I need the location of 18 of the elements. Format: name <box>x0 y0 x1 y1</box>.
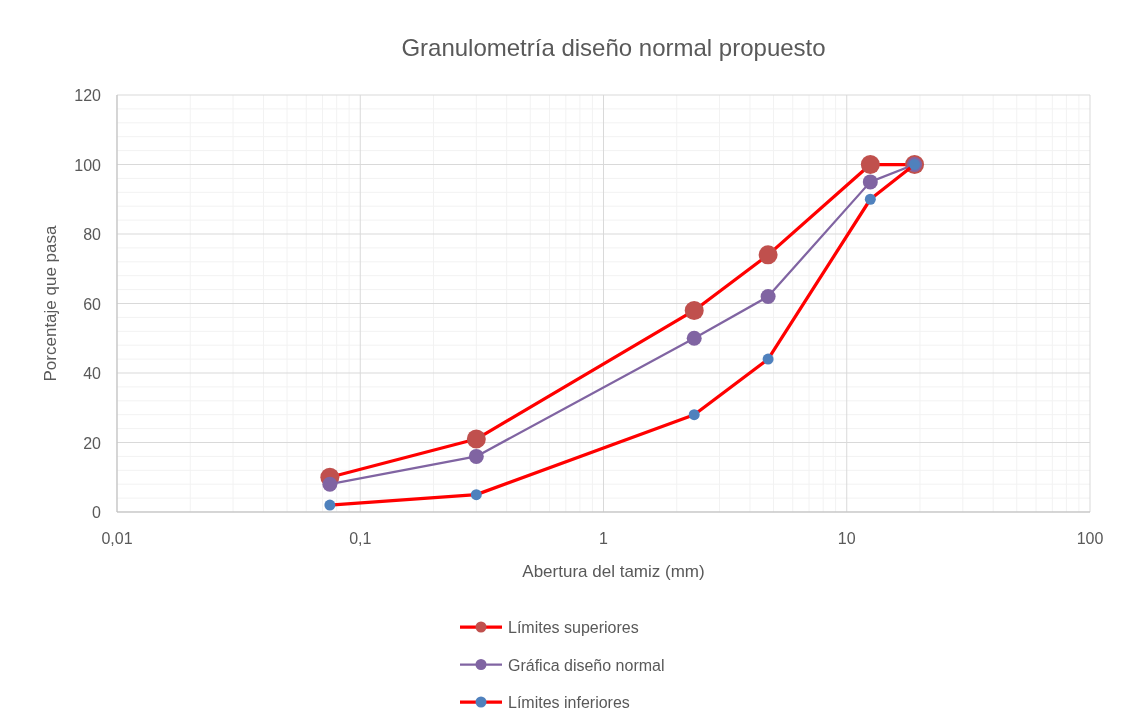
x-tick-label: 10 <box>837 530 856 547</box>
y-tick-label: 0 <box>92 504 102 521</box>
y-tick-label: 40 <box>83 365 102 382</box>
x-tick-label: 1 <box>599 530 609 547</box>
chart-title: Granulometría diseño normal propuesto <box>401 34 826 61</box>
y-tick-label: 100 <box>74 156 102 174</box>
legend-label: Límites inferiores <box>508 694 630 711</box>
y-tick-label: 60 <box>83 295 102 313</box>
y-tick-label: 120 <box>74 87 102 104</box>
x-tick-label: 0,1 <box>349 530 372 547</box>
legend-label: Gráfica diseño normal <box>508 656 665 674</box>
y-tick-label: 20 <box>83 434 102 452</box>
y-tick-label: 80 <box>83 226 102 243</box>
legend-label: Límites superiores <box>508 619 639 636</box>
x-axis-title: Abertura del tamiz (mm) <box>522 562 705 581</box>
x-tick-label: 0,01 <box>101 530 133 547</box>
y-axis-title: Porcentaje que pasa <box>41 224 60 382</box>
x-tick-label: 100 <box>1076 530 1104 547</box>
